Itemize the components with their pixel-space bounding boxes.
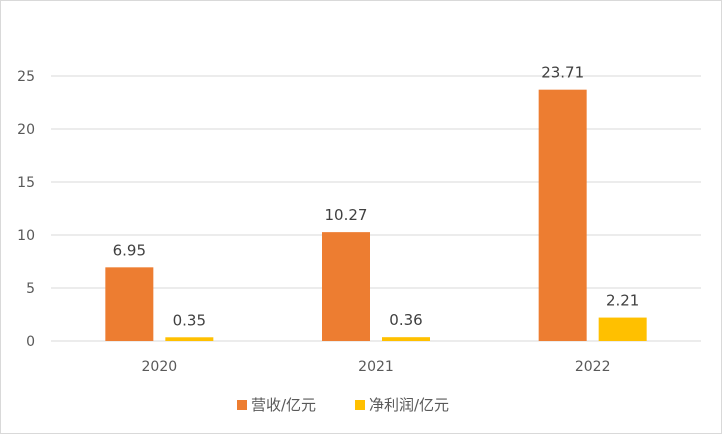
- bar: [598, 317, 647, 341]
- data-label: 0.36: [389, 311, 422, 329]
- y-tick-label: 25: [17, 69, 35, 85]
- y-tick-label: 15: [17, 175, 35, 191]
- data-label: 2.21: [606, 292, 639, 310]
- y-tick-label: 0: [26, 334, 35, 350]
- gridlines: [51, 75, 701, 342]
- legend-item: 净利润/亿元: [355, 396, 449, 414]
- y-tick-label: 10: [17, 228, 35, 244]
- legend-swatch: [355, 400, 365, 410]
- y-axis: 0 5 10 15 20 25: [17, 69, 35, 350]
- legend-swatch: [237, 400, 247, 410]
- data-label: 6.95: [113, 241, 146, 259]
- x-tick-label: 2022: [575, 359, 611, 375]
- bar: [382, 337, 430, 341]
- legend-item: 营收/亿元: [237, 396, 316, 414]
- y-tick-label: 20: [17, 122, 35, 138]
- bars: [105, 89, 647, 341]
- y-tick-label: 5: [26, 281, 35, 297]
- legend: 营收/亿元 净利润/亿元: [237, 396, 449, 414]
- bar: [322, 232, 370, 341]
- bar: [165, 337, 214, 341]
- data-label: 23.71: [541, 64, 584, 82]
- x-axis: 2020 2021 2022: [142, 359, 611, 375]
- bar: [538, 89, 587, 341]
- legend-label: 营收/亿元: [251, 396, 316, 414]
- x-tick-label: 2020: [142, 359, 178, 375]
- legend-label: 净利润/亿元: [369, 396, 449, 414]
- x-tick-label: 2021: [358, 359, 394, 375]
- data-label: 10.27: [325, 206, 368, 224]
- data-label: 0.35: [173, 311, 206, 329]
- bar: [105, 267, 154, 341]
- data-labels: 6.95 0.35 10.27 0.36 23.71 2.21: [113, 64, 640, 330]
